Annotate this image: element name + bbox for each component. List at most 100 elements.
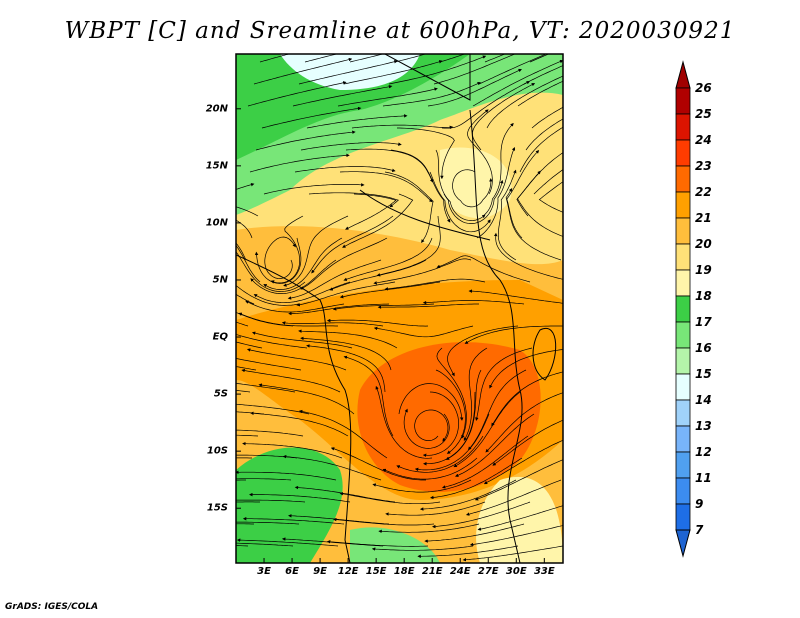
streamline xyxy=(414,413,490,472)
streamline xyxy=(281,321,384,327)
streamline xyxy=(236,183,259,217)
streamline xyxy=(343,237,433,281)
streamline xyxy=(308,192,400,208)
streamline xyxy=(436,347,467,439)
streamline xyxy=(351,124,454,130)
streamline xyxy=(433,54,516,85)
colorbar-label: 9 xyxy=(695,497,704,511)
map-frame xyxy=(235,53,564,564)
streamline xyxy=(403,408,450,449)
lat-label: 5S xyxy=(213,388,228,400)
colorbar-label: 11 xyxy=(695,471,712,485)
streamline xyxy=(538,181,563,213)
streamline xyxy=(306,344,386,393)
streamline xyxy=(467,109,493,195)
figure-title: WBPT [C] and Sreamline at 600hPa, VT: 20… xyxy=(64,18,736,44)
streamline xyxy=(441,435,529,489)
streamline xyxy=(236,523,254,525)
colorbar xyxy=(675,60,691,558)
streamline xyxy=(236,521,300,525)
streamline xyxy=(453,391,521,468)
streamline xyxy=(332,517,435,526)
streamline xyxy=(245,300,345,313)
streamline xyxy=(236,382,296,393)
lat-label: 10S xyxy=(206,445,228,457)
streamline xyxy=(253,57,353,85)
lon-label: 21E xyxy=(421,566,443,577)
streamline xyxy=(282,454,382,481)
streamline xyxy=(371,545,474,551)
colorbar-label: 18 xyxy=(695,289,712,303)
colorbar-label: 20 xyxy=(695,237,712,251)
lake-victoria xyxy=(532,327,557,381)
streamline xyxy=(241,368,341,393)
streamline xyxy=(397,127,455,180)
streamline xyxy=(489,349,563,389)
streamline xyxy=(432,501,531,529)
streamline xyxy=(242,516,345,525)
streamline xyxy=(468,289,563,304)
streamline xyxy=(439,54,466,63)
streamline xyxy=(517,170,563,237)
border-north xyxy=(384,54,471,101)
colorbar-label: 24 xyxy=(695,133,712,147)
streamline xyxy=(430,457,523,500)
colorbar-label: 13 xyxy=(695,419,712,433)
streamline xyxy=(474,459,563,501)
streamline xyxy=(465,479,562,516)
streamline xyxy=(247,81,347,107)
colorbar-label: 25 xyxy=(695,107,712,121)
streamline xyxy=(249,153,350,173)
colorbar-label: 16 xyxy=(695,341,712,355)
streamline xyxy=(343,355,394,437)
streamline xyxy=(236,542,294,547)
streamline xyxy=(304,54,338,63)
streamline xyxy=(441,81,531,129)
streamline xyxy=(373,325,474,338)
lon-label: 27E xyxy=(477,566,499,577)
streamline xyxy=(384,171,434,243)
streamline xyxy=(259,54,291,63)
streamline xyxy=(283,215,349,287)
colorbar-label: 21 xyxy=(695,211,712,225)
lon-label: 24E xyxy=(449,566,471,577)
colorbar-under-arrow xyxy=(675,529,691,558)
streamline xyxy=(443,179,504,224)
border-sahel xyxy=(359,189,491,241)
streamline xyxy=(492,419,563,466)
streamline xyxy=(525,118,563,151)
country-borders xyxy=(236,54,557,563)
lon-label: 30E xyxy=(505,566,527,577)
streamline xyxy=(250,411,349,437)
streamline xyxy=(477,505,563,531)
lon-label: 3E xyxy=(257,566,271,577)
streamline xyxy=(484,54,506,63)
streamline xyxy=(330,447,426,481)
streamline xyxy=(242,441,343,459)
streamline xyxy=(251,331,353,349)
colorbar-label: 14 xyxy=(695,393,712,407)
streamline xyxy=(236,341,263,349)
streamline xyxy=(491,371,563,427)
streamline xyxy=(382,457,478,480)
streamline xyxy=(523,65,563,85)
streamline xyxy=(390,149,451,223)
axis-ticks xyxy=(236,108,545,563)
lat-label: 20N xyxy=(205,103,228,115)
lon-label: 18E xyxy=(393,566,415,577)
streamline xyxy=(249,492,351,503)
streamline xyxy=(384,278,486,291)
streamline xyxy=(478,54,547,85)
streamline xyxy=(463,347,488,442)
streamline xyxy=(436,255,531,283)
colorbar-label: 12 xyxy=(695,445,712,459)
streamline xyxy=(469,525,563,547)
colorbar-label: 17 xyxy=(695,315,712,329)
lon-label: 33E xyxy=(533,566,555,577)
lon-label: 15E xyxy=(365,566,387,577)
field-green-south xyxy=(350,527,440,563)
streamline xyxy=(396,435,484,473)
